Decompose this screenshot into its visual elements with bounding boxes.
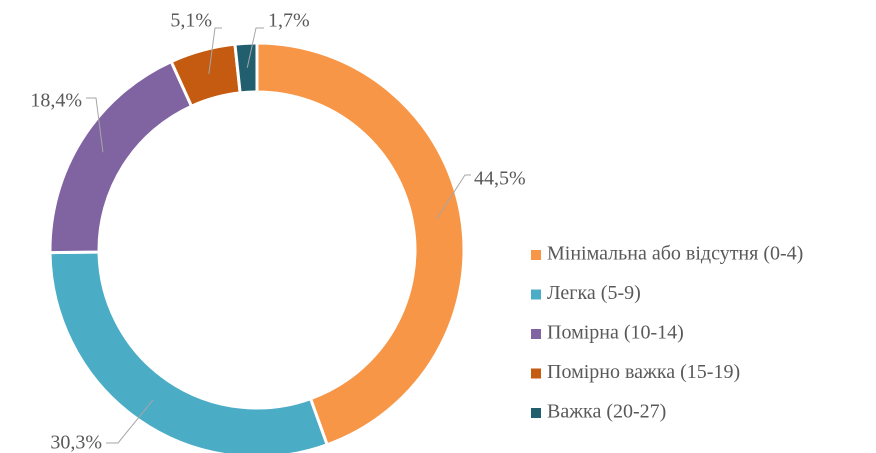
donut-segment xyxy=(233,41,259,95)
leader-line xyxy=(436,174,471,219)
data-label: 1,7% xyxy=(268,10,310,32)
data-label: 30,3% xyxy=(50,432,102,453)
legend-swatch xyxy=(531,250,541,260)
legend-label: Легка (5-9) xyxy=(547,282,641,304)
data-label: 5,1% xyxy=(170,10,212,32)
leader-line xyxy=(106,399,154,444)
donut-segment xyxy=(48,250,330,453)
donut-segment xyxy=(255,41,466,447)
data-label: 44,5% xyxy=(474,168,526,190)
legend-swatch xyxy=(531,289,541,300)
legend-label: Мінімальна або відсутня (0-4) xyxy=(547,243,803,265)
legend-swatch xyxy=(531,329,541,339)
legend-label: Помірно важка (15-19) xyxy=(547,361,740,383)
legend-label: Важка (20-27) xyxy=(547,401,666,423)
leader-line xyxy=(208,27,222,75)
legend-swatch xyxy=(531,408,541,418)
data-label: 18,4% xyxy=(30,90,82,112)
legend-label: Помірна (10-14) xyxy=(547,322,684,344)
legend-swatch xyxy=(531,368,541,379)
leader-line xyxy=(86,97,104,153)
leader-line xyxy=(246,27,264,68)
